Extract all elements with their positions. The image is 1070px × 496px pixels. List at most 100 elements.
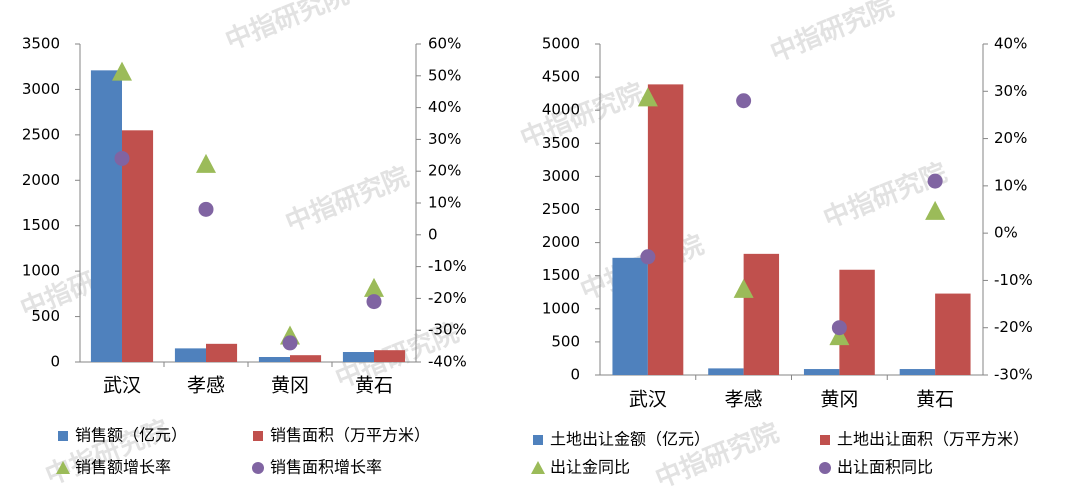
left-tick-label: 3500 (542, 134, 580, 152)
legend-circle-swatch (252, 462, 264, 474)
left-tick-label: 3500 (22, 35, 60, 53)
left-tick-label: 3000 (22, 80, 60, 98)
legend-bar-swatch (253, 431, 263, 441)
right-tick-label: -30% (994, 366, 1033, 384)
bar (839, 269, 875, 375)
circle-point (927, 173, 943, 189)
triangle-point (112, 61, 132, 81)
left-tick-label: 0 (50, 353, 60, 371)
legend-label: 销售额增长率 (75, 458, 171, 477)
right-tick-label: -20% (994, 318, 1033, 336)
right-tick-label: -30% (428, 321, 467, 339)
legend-triangle-swatch (56, 461, 70, 474)
left-tick-label: 1000 (542, 299, 580, 317)
right-tick-label: 60% (428, 35, 461, 53)
bar (174, 348, 206, 362)
right-tick-label: -10% (994, 271, 1033, 289)
triangle-point (733, 278, 754, 298)
right-tick-label: 50% (428, 66, 461, 84)
bar (899, 369, 936, 375)
right-tick-label: 10% (428, 194, 461, 212)
category-label: 黄石 (355, 375, 393, 397)
legend-label: 销售额（亿元） (75, 426, 187, 445)
right-tick-label: 30% (428, 130, 461, 148)
bar (90, 70, 122, 362)
legend-label: 土地出让金额（亿元） (550, 430, 710, 449)
legend-label: 销售面积增长率 (270, 458, 382, 477)
circle-point (198, 201, 214, 217)
left-tick-label: 1000 (22, 262, 60, 280)
left-tick-label: 3000 (542, 167, 580, 185)
bar (935, 293, 971, 375)
triangle-point (829, 326, 850, 346)
left-tick-label: 4000 (542, 101, 580, 119)
category-label: 黄冈 (271, 375, 309, 397)
sales-chart: 0 500 1000 1500 2000 2500 3000 3500 -40% -30% -20%… (22, 35, 467, 477)
bar (708, 368, 744, 375)
legend-triangle-swatch (531, 461, 545, 474)
watermark-text: 中指研究院 (221, 0, 353, 56)
circle-point (640, 249, 656, 265)
bar (206, 343, 238, 362)
bar (803, 369, 840, 375)
right-tick-label: 0 (428, 225, 438, 243)
right-tick-label: 40% (994, 35, 1027, 53)
legend-label: 出让面积同比 (837, 458, 933, 477)
bar (647, 84, 684, 375)
watermark-text: 中指研究院 (516, 77, 648, 154)
right-tick-label: 40% (428, 98, 461, 116)
left-tick-label: 1500 (22, 216, 60, 234)
left-tick-label: 1500 (542, 266, 580, 284)
circle-point (114, 150, 130, 166)
legend-label: 销售面积（万平方米） (270, 426, 430, 445)
left-tick-label: 2500 (22, 125, 60, 143)
right-tick-label: 10% (994, 176, 1027, 194)
circle-point (366, 294, 382, 310)
triangle-point (925, 200, 946, 220)
right-tick-label: 20% (428, 162, 461, 180)
right-tick-label: -40% (428, 353, 467, 371)
right-tick-label: -20% (428, 289, 467, 307)
right-tick-label: -10% (428, 257, 467, 275)
circle-point (736, 93, 752, 109)
watermark-text: 中指研究院 (766, 0, 898, 68)
category-label: 孝感 (187, 375, 225, 397)
bar (342, 352, 374, 362)
right-tick-label: 30% (994, 82, 1027, 100)
category-label: 武汉 (103, 375, 141, 397)
left-tick-label: 500 (551, 332, 580, 350)
bar (122, 130, 154, 362)
bar (743, 253, 780, 375)
bar (374, 350, 406, 362)
left-tick-label: 2000 (22, 171, 60, 189)
bar (258, 357, 290, 362)
triangle-point (196, 153, 216, 173)
triangle-point (364, 277, 384, 297)
bar (290, 355, 322, 362)
left-tick-label: 2000 (542, 233, 580, 251)
legend-bar-swatch (58, 431, 68, 441)
watermark-text: 中指研究院 (281, 161, 413, 238)
left-tick-label: 0 (570, 366, 580, 384)
bar (612, 257, 648, 375)
legend-bar-swatch (820, 435, 830, 445)
category-label: 黄冈 (820, 389, 858, 411)
right-tick-label: 0% (994, 224, 1018, 242)
circle-point (831, 320, 847, 336)
legend-bar-swatch (533, 435, 543, 445)
left-tick-label: 5000 (542, 35, 580, 53)
category-label: 孝感 (725, 389, 763, 411)
left-tick-label: 2500 (542, 200, 580, 218)
triangle-point (637, 87, 658, 107)
circle-point (282, 335, 298, 351)
watermark-text: 中指研究院 (819, 157, 951, 234)
category-label: 武汉 (629, 389, 667, 411)
legend-label: 土地出让面积（万平方米） (837, 430, 1029, 449)
legend-label: 出让金同比 (550, 458, 630, 477)
category-label: 黄石 (916, 389, 954, 411)
legend-circle-swatch (819, 462, 831, 474)
left-tick-label: 500 (31, 307, 60, 325)
left-tick-label: 4500 (542, 68, 580, 86)
